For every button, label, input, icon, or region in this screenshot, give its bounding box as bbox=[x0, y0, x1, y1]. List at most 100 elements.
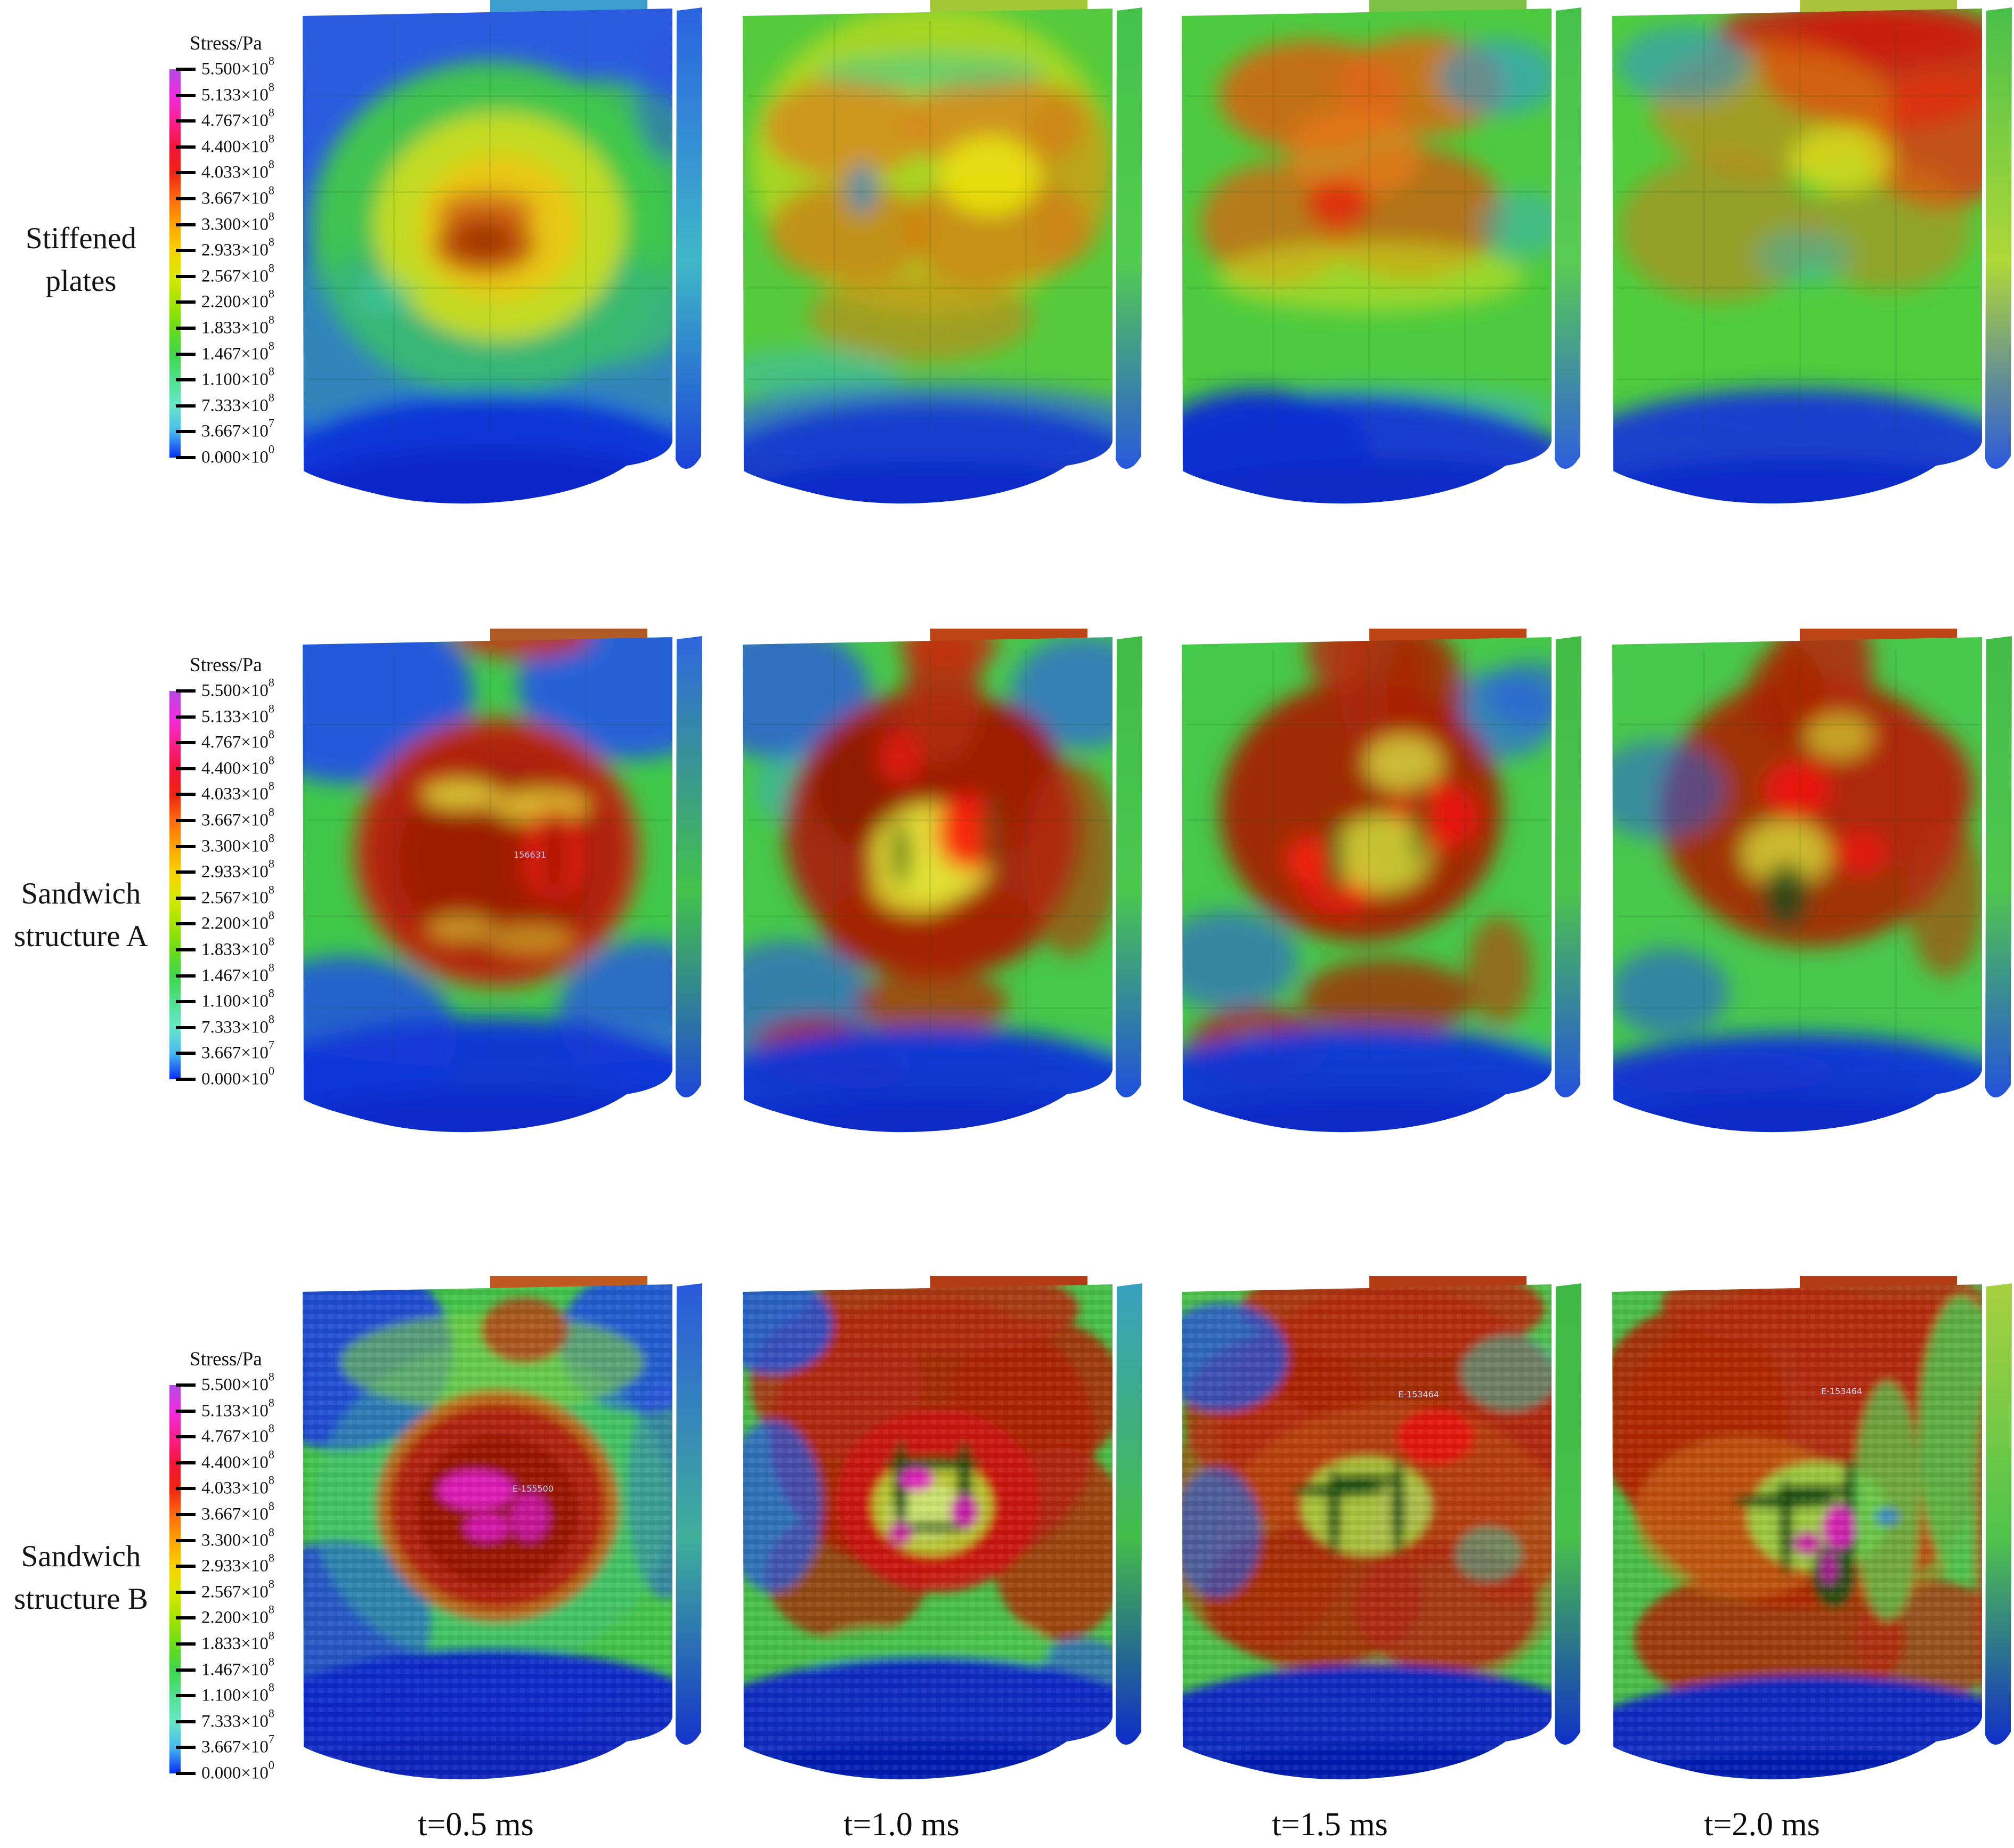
colorbar bbox=[169, 69, 181, 458]
colorbar-tick-label: 4.767×108 bbox=[201, 105, 274, 131]
colorbar-tick bbox=[176, 1538, 196, 1542]
colorbar-tick bbox=[176, 68, 196, 71]
element-annotation: E-153464 bbox=[1821, 1386, 1862, 1396]
colorbar-tick bbox=[176, 819, 196, 822]
colorbar-tick-label: 4.767×108 bbox=[201, 727, 274, 752]
colorbar-tick bbox=[176, 1513, 196, 1516]
mesh-pixelation-overlay bbox=[743, 1284, 1112, 1780]
row-label-line: structure B bbox=[14, 1582, 148, 1616]
stress-field bbox=[1612, 9, 1982, 504]
colorbar-tick bbox=[176, 922, 196, 926]
time-label-2-0ms: t=2.0 ms bbox=[1704, 1806, 1820, 1843]
colorbar-tick-label: 0.000×100 bbox=[201, 1064, 274, 1089]
stress-panel-r2c1 bbox=[743, 1276, 1142, 1780]
colorbar-tick-label: 3.300×108 bbox=[201, 209, 274, 234]
colorbar-tick-label: 2.200×108 bbox=[201, 1602, 274, 1627]
stiffener-grid bbox=[1187, 650, 1549, 1060]
colorbar-tick bbox=[176, 1720, 196, 1723]
colorbar-tick bbox=[176, 1487, 196, 1491]
colorbar-tick-label: 7.333×108 bbox=[201, 1706, 274, 1731]
colorbar-tick bbox=[176, 378, 196, 382]
colorbar-tick-label: 4.033×108 bbox=[201, 779, 274, 804]
side-strip bbox=[1555, 636, 1581, 1097]
colorbar-tick-label: 1.833×108 bbox=[201, 934, 274, 959]
colorbar-tick bbox=[176, 793, 196, 796]
stress-panel-r2c0: E-155500 bbox=[303, 1276, 702, 1780]
colorbar-tick-label: 1.833×108 bbox=[201, 1629, 274, 1654]
colorbar-tick-label: 1.467×108 bbox=[201, 1655, 274, 1680]
colorbar-tick bbox=[176, 1000, 196, 1004]
colorbar-tick-label: 4.400×108 bbox=[201, 132, 274, 157]
side-strip bbox=[676, 636, 702, 1097]
stress-panel-r0c1 bbox=[743, 0, 1142, 504]
stress-legend-row2: Stress/Pa 5.500×108 5.133×108 4.767×108 4.40… bbox=[160, 1348, 341, 1795]
colorbar-tick-label: 1.833×108 bbox=[201, 313, 274, 338]
colorbar-tick bbox=[176, 119, 196, 123]
colorbar-tick-label: 2.200×108 bbox=[201, 908, 274, 933]
colorbar-tick-label: 3.667×108 bbox=[201, 1499, 274, 1524]
colorbar-tick-label: 4.033×108 bbox=[201, 1473, 274, 1498]
stiffener-grid bbox=[748, 650, 1110, 1060]
colorbar-tick bbox=[176, 896, 196, 900]
colorbar-tick-label: 5.500×108 bbox=[201, 675, 274, 701]
colorbar-tick-label: 3.300×108 bbox=[201, 831, 274, 856]
colorbar-tick bbox=[176, 1461, 196, 1464]
colorbar-tick bbox=[176, 1772, 196, 1775]
colorbar bbox=[169, 1385, 181, 1773]
stress-legend-row0: Stress/Pa 5.500×108 5.133×108 4.767×108 4.40… bbox=[160, 32, 341, 479]
colorbar-tick bbox=[176, 1694, 196, 1698]
colorbar-tick bbox=[176, 1616, 196, 1620]
mesh-pixelation-overlay bbox=[303, 1284, 672, 1780]
colorbar bbox=[169, 691, 181, 1079]
colorbar-tick-label: 1.100×108 bbox=[201, 1680, 274, 1705]
stress-panel-r1c3 bbox=[1612, 629, 2012, 1133]
colorbar-tick-label: 3.300×108 bbox=[201, 1525, 274, 1550]
mesh-pixelation-overlay bbox=[1182, 1284, 1552, 1780]
side-strip bbox=[1116, 1283, 1142, 1745]
colorbar-tick-label: 0.000×100 bbox=[201, 1758, 274, 1783]
colorbar-tick bbox=[176, 974, 196, 978]
colorbar-tick-label: 5.500×108 bbox=[201, 54, 274, 79]
colorbar-tick-label: 3.667×107 bbox=[201, 416, 274, 441]
colorbar-tick bbox=[176, 430, 196, 434]
colorbar-tick bbox=[176, 1746, 196, 1749]
stiffener-grid bbox=[308, 21, 670, 432]
legend-title: Stress/Pa bbox=[190, 32, 262, 54]
colorbar-tick bbox=[176, 767, 196, 770]
stiffener-grid bbox=[748, 21, 1110, 432]
time-label-1-5ms: t=1.5 ms bbox=[1272, 1806, 1388, 1843]
colorbar-tick bbox=[176, 870, 196, 874]
colorbar-tick bbox=[176, 1565, 196, 1568]
colorbar-tick bbox=[176, 404, 196, 408]
colorbar-tick bbox=[176, 197, 196, 200]
colorbar-tick bbox=[176, 249, 196, 253]
colorbar-tick bbox=[176, 741, 196, 745]
colorbar-tick-label: 3.667×107 bbox=[201, 1732, 274, 1757]
colorbar-tick bbox=[176, 1409, 196, 1413]
colorbar-tick-label: 4.400×108 bbox=[201, 1447, 274, 1472]
colorbar-tick bbox=[176, 1435, 196, 1439]
colorbar-tick bbox=[176, 1383, 196, 1387]
row-label-line: Sandwich bbox=[21, 1540, 141, 1573]
legend-title: Stress/Pa bbox=[190, 1348, 262, 1370]
time-label-0-5ms: t=0.5 ms bbox=[418, 1806, 534, 1843]
side-strip bbox=[1985, 7, 2012, 469]
colorbar-tick-label: 2.567×108 bbox=[201, 1577, 274, 1602]
stiffener-grid bbox=[1187, 21, 1549, 432]
colorbar-tick bbox=[176, 1642, 196, 1646]
mesh-pixelation-overlay bbox=[1612, 1284, 1982, 1780]
row-label-line: Sandwich bbox=[21, 877, 141, 910]
colorbar-tick-label: 4.767×108 bbox=[201, 1421, 274, 1446]
colorbar-tick-label: 2.567×108 bbox=[201, 261, 274, 286]
colorbar-tick bbox=[176, 1078, 196, 1081]
stress-panel-r2c2: E-153464 bbox=[1182, 1276, 1581, 1780]
colorbar-tick-label: 3.667×107 bbox=[201, 1038, 274, 1063]
stress-panel-r1c0: 156631 bbox=[303, 629, 702, 1133]
colorbar-tick-label: 3.667×108 bbox=[201, 805, 274, 830]
side-strip bbox=[1555, 1283, 1581, 1745]
row-label-sandwich-a: Sandwich structure A bbox=[1, 873, 161, 958]
side-strip bbox=[1555, 7, 1581, 469]
colorbar-tick-label: 1.100×108 bbox=[201, 986, 274, 1011]
colorbar-tick bbox=[176, 456, 196, 459]
element-annotation: 156631 bbox=[514, 850, 546, 860]
